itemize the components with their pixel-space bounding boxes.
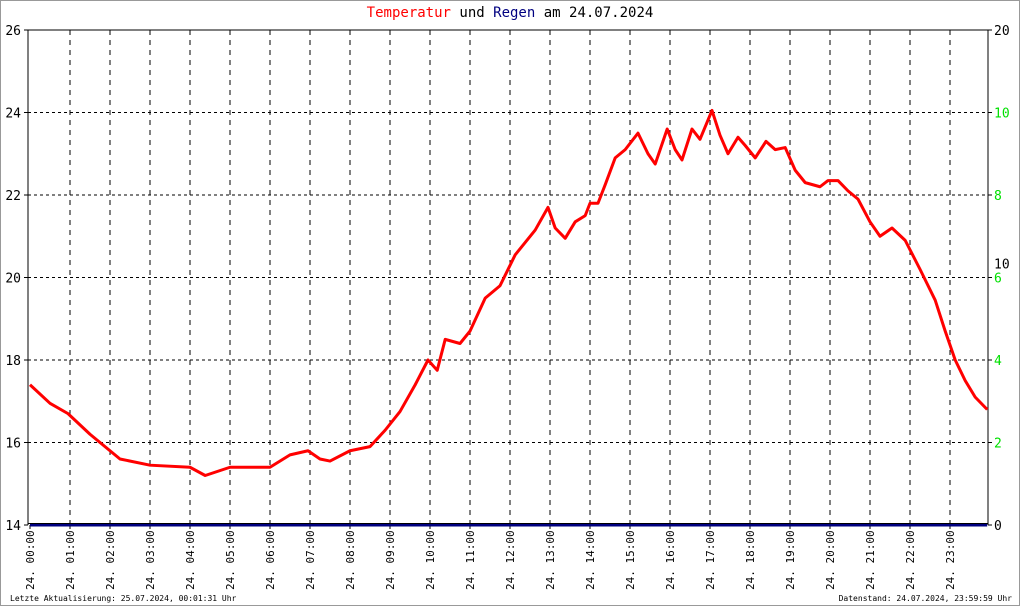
x-tick-label: 24. 10:00 — [424, 530, 437, 590]
x-tick-label: 24. 17:00 — [704, 530, 717, 590]
x-tick-label: 24. 04:00 — [184, 530, 197, 590]
x-tick-label: 24. 14:00 — [584, 530, 597, 590]
x-tick-label: 24. 07:00 — [304, 530, 317, 590]
x-tick-label: 24. 12:00 — [504, 530, 517, 590]
x-tick-label: 24. 15:00 — [624, 530, 637, 590]
x-tick-label: 24. 00:00 — [24, 530, 37, 590]
y-left-tick-label: 22 — [5, 189, 21, 204]
y-right-tick-label: 0 — [994, 519, 1002, 534]
x-tick-label: 24. 05:00 — [224, 530, 237, 590]
x-tick-label: 24. 03:00 — [144, 530, 157, 590]
x-tick-label: 24. 13:00 — [544, 530, 557, 590]
y-left-tick-label: 26 — [5, 24, 21, 39]
y-left-tick-label: 14 — [5, 519, 21, 534]
title-date: am 24.07.2024 — [543, 5, 654, 21]
title-und: und — [459, 5, 485, 21]
x-tick-label: 24. 02:00 — [104, 530, 117, 590]
chart-title: Temperatur und Regen am 24.07.2024 — [0, 5, 1020, 21]
x-tick-label: 24. 22:00 — [904, 530, 917, 590]
title-temp: Temperatur — [366, 5, 451, 21]
y-right-green-label: 6 — [994, 272, 1002, 287]
x-tick-label: 24. 23:00 — [944, 530, 957, 590]
y-right-green-label: 4 — [994, 354, 1002, 369]
x-tick-label: 24. 18:00 — [744, 530, 757, 590]
temperature-line — [28, 108, 989, 477]
y-right-green-label: 10 — [994, 107, 1010, 122]
footer-data-status: Datenstand: 24.07.2024, 23:59:59 Uhr — [838, 594, 1012, 603]
x-tick-label: 24. 01:00 — [64, 530, 77, 590]
x-tick-label: 24. 20:00 — [824, 530, 837, 590]
title-rain: Regen — [493, 5, 536, 21]
x-tick-label: 24. 11:00 — [464, 530, 477, 590]
y-left-tick-label: 24 — [5, 107, 21, 122]
y-left-tick-label: 18 — [5, 354, 21, 369]
y-left-tick-label: 16 — [5, 437, 21, 452]
y-right-tick-label: 20 — [994, 24, 1010, 39]
footer-last-update: Letzte Aktualisierung: 25.07.2024, 00:01… — [10, 594, 237, 603]
x-tick-label: 24. 16:00 — [664, 530, 677, 590]
y-right-green-label: 2 — [994, 437, 1002, 452]
x-tick-label: 24. 06:00 — [264, 530, 277, 590]
x-tick-label: 24. 19:00 — [784, 530, 797, 590]
y-right-tick-label: 10 — [994, 258, 1010, 273]
x-tick-label: 24. 09:00 — [384, 530, 397, 590]
x-tick-label: 24. 21:00 — [864, 530, 877, 590]
y-right-green-label: 8 — [994, 189, 1002, 204]
y-left-tick-label: 20 — [5, 272, 21, 287]
x-tick-label: 24. 08:00 — [344, 530, 357, 590]
